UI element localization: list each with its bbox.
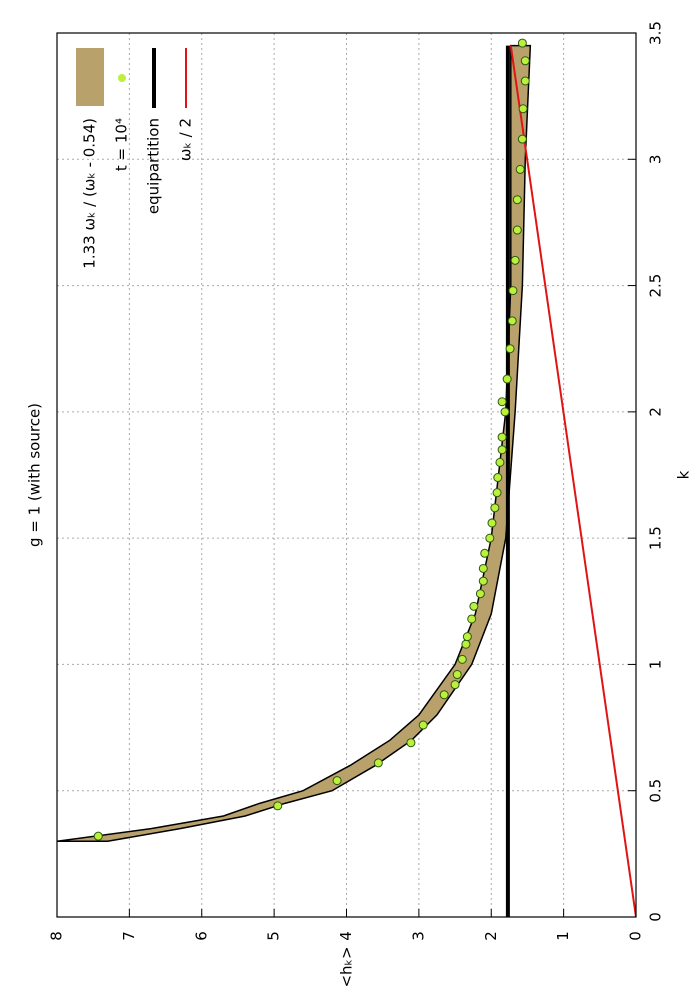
legend-label: 1.33 ωₖ / (ωₖ - 0.54) [81, 118, 99, 269]
y-tick-label: 7 [120, 931, 138, 941]
point [485, 533, 495, 543]
point [332, 776, 342, 786]
point [517, 38, 527, 48]
x-axis-label: k [675, 470, 693, 479]
x-tick-label: 2.5 [647, 274, 665, 298]
point [487, 518, 497, 528]
legend-label: ωₖ / 2 [177, 118, 195, 161]
point [497, 397, 507, 407]
point [373, 758, 383, 768]
plot-frame [56, 32, 637, 918]
x-tick-label: 0 [647, 912, 665, 922]
point [469, 601, 479, 611]
point [517, 134, 527, 144]
point [478, 563, 488, 573]
chart-title: g = 1 (with source) [26, 403, 44, 547]
point [520, 76, 530, 86]
legend-swatch [118, 74, 126, 82]
point [467, 614, 477, 624]
legend-swatch [76, 48, 104, 106]
point [512, 195, 522, 205]
x-tick-label: 2 [647, 407, 665, 417]
point [515, 164, 525, 174]
point [457, 654, 467, 664]
plot-area [57, 38, 636, 917]
point [273, 801, 283, 811]
point [492, 488, 502, 498]
point [418, 720, 428, 730]
y-tick-label: 6 [192, 931, 210, 941]
point [480, 548, 490, 558]
point [520, 56, 530, 66]
point [452, 670, 462, 680]
point [505, 344, 515, 354]
point [510, 255, 520, 265]
point [475, 589, 485, 599]
point [439, 690, 449, 700]
band [57, 44, 532, 842]
point [93, 831, 103, 841]
y-tick-label: 3 [409, 931, 427, 941]
point [406, 738, 416, 748]
grid: 0 1 2 3 4 5 6 7 8 0 0.5 1 1.5 2 2.5 3 3.5 [48, 21, 665, 941]
point [500, 407, 510, 417]
point [512, 225, 522, 235]
point [495, 457, 505, 467]
y-tick-label: 1 [554, 931, 572, 941]
y-tick-label: 4 [337, 931, 355, 941]
point [502, 374, 512, 384]
line [509, 45, 636, 917]
y-tick-label: 5 [265, 931, 283, 941]
point [508, 286, 518, 296]
point [478, 576, 488, 586]
x-tick-label: 3 [647, 155, 665, 165]
point [493, 473, 503, 483]
legend-label: equipartition [145, 118, 163, 214]
y-tick-label: 0 [627, 931, 645, 941]
y-tick-label: 2 [482, 931, 500, 941]
point [490, 503, 500, 513]
point [450, 680, 460, 690]
x-tick-label: 1 [647, 660, 665, 670]
x-tick-label: 1.5 [647, 526, 665, 550]
x-tick-label: 3.5 [647, 21, 665, 45]
point [497, 445, 507, 455]
point [518, 104, 528, 114]
y-tick-label: 8 [48, 931, 66, 941]
legend-label: t = 10⁴ [113, 118, 131, 171]
legend: 1.33 ωₖ / (ωₖ - 0.54) t = 10⁴ equipartitio… [76, 48, 195, 269]
x-tick-label: 0.5 [647, 779, 665, 803]
point [462, 632, 472, 642]
point [497, 432, 507, 442]
y-axis-label: <hₖ> [338, 946, 356, 987]
point [507, 316, 517, 326]
point [461, 639, 471, 649]
